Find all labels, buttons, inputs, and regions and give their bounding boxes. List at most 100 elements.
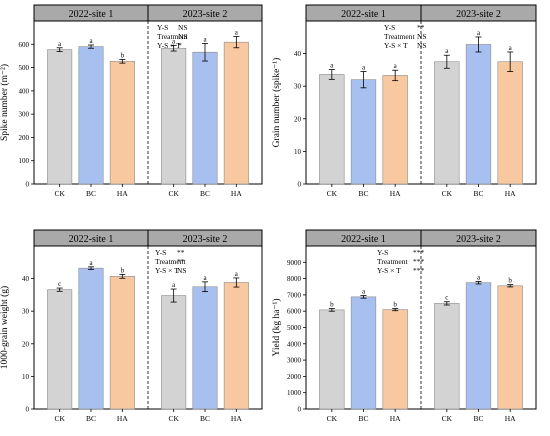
bar: [319, 74, 345, 185]
y-tick-label: 5000: [287, 324, 302, 332]
y-tick-label: 10: [294, 148, 302, 156]
anova-mark: ***: [413, 257, 425, 266]
x-tick-label: CK: [442, 414, 453, 423]
y-tick-label: 0: [298, 406, 302, 414]
y-axis-label: 1000-grain weight (g): [0, 286, 10, 369]
x-tick-label: BC: [358, 189, 368, 198]
chart-1: 0 100 200 300 400 500 600 Spike number (m⁻²) 202…: [0, 4, 263, 198]
significance-letter: c: [58, 280, 61, 288]
x-tick-label: CK: [168, 414, 179, 423]
bar: [47, 289, 73, 410]
chart-4: 0 1000 2000 3000 4000 5000 6000 7000 8000 9000 Yie…: [271, 229, 537, 423]
y-tick-label: 0: [26, 406, 30, 414]
significance-letter: a: [330, 62, 334, 70]
y-tick-label: 20: [294, 115, 302, 123]
x-tick-label: CK: [168, 189, 179, 198]
panel-header-label: 2023-site 2: [456, 234, 501, 245]
significance-letter: a: [203, 274, 207, 282]
anova-mark: NS: [417, 32, 427, 41]
anova-mark: ***: [413, 248, 425, 257]
x-tick-label: BC: [200, 189, 210, 198]
bar: [497, 285, 523, 410]
anova-factor: Y-S × T: [377, 266, 401, 275]
significance-letter: b: [393, 300, 397, 308]
x-tick-label: CK: [54, 189, 65, 198]
anova-factor: Y-S × T: [155, 266, 179, 275]
bar: [382, 309, 408, 410]
y-tick-label: 200: [19, 134, 30, 142]
y-tick-label: 8000: [287, 275, 302, 283]
bar: [47, 49, 73, 185]
significance-letter: a: [362, 288, 366, 296]
significance-letter: a: [477, 29, 481, 37]
bar: [109, 60, 135, 185]
anova-mark: NS: [417, 41, 427, 50]
significance-letter: a: [235, 270, 239, 278]
x-tick-label: CK: [442, 189, 453, 198]
y-tick-label: 400: [19, 87, 30, 95]
panel-header-label: 2022-site 1: [341, 234, 386, 245]
anova-mark: NS: [178, 23, 188, 32]
anova-mark: **: [177, 257, 185, 266]
x-tick-label: HA: [117, 414, 128, 423]
anova-mark: NS: [178, 32, 188, 41]
bar: [109, 276, 135, 410]
bar: [382, 75, 408, 185]
bar: [465, 282, 492, 410]
x-tick-label: HA: [117, 189, 128, 198]
y-tick-label: 4000: [287, 340, 302, 348]
y-axis-label: Yield (kg ha⁻¹): [271, 299, 282, 357]
panel-header-label: 2023-site 2: [183, 9, 228, 20]
x-tick-label: CK: [327, 189, 338, 198]
x-tick-label: CK: [327, 414, 338, 423]
y-tick-label: 600: [19, 41, 30, 49]
chart-2: 0 10 20 30 40 Grain number (spike⁻¹) 2022-site…: [271, 4, 537, 198]
y-tick-label: 40: [22, 275, 30, 283]
y-tick-label: 30: [294, 83, 302, 91]
bar: [465, 44, 492, 185]
anova-mark: *: [178, 41, 182, 50]
x-tick-label: BC: [473, 414, 483, 423]
bar: [497, 61, 523, 185]
x-tick-label: BC: [358, 414, 368, 423]
y-tick-label: 10: [22, 373, 30, 381]
x-tick-label: HA: [390, 189, 401, 198]
bar: [434, 61, 460, 185]
bar: [319, 309, 345, 410]
significance-letter: a: [509, 44, 513, 52]
anova-factor: Y-S: [377, 248, 388, 257]
x-tick-label: BC: [200, 414, 210, 423]
y-tick-label: 300: [19, 111, 30, 119]
chart-3: 0 10 20 30 40 1000-grain weight (g) 2022-site …: [0, 229, 263, 423]
x-tick-label: BC: [86, 414, 96, 423]
significance-letter: a: [172, 37, 176, 45]
significance-letter: b: [330, 301, 334, 309]
y-tick-label: 7000: [287, 291, 302, 299]
bar: [78, 46, 104, 185]
y-tick-label: 3000: [287, 357, 302, 365]
y-tick-label: 1000: [287, 389, 302, 397]
x-tick-label: CK: [54, 414, 65, 423]
bar: [161, 47, 187, 185]
y-tick-label: 40: [294, 50, 302, 58]
y-tick-label: 100: [19, 157, 30, 165]
bar: [223, 41, 249, 185]
anova-factor: Y-S × T: [384, 41, 408, 50]
bar: [350, 79, 377, 185]
y-tick-label: 500: [19, 64, 30, 72]
significance-letter: a: [235, 29, 239, 37]
bar: [78, 267, 104, 410]
panel-header-label: 2023-site 2: [183, 234, 228, 245]
y-axis-label: Grain number (spike⁻¹): [271, 58, 282, 148]
y-tick-label: 0: [26, 181, 30, 189]
x-tick-label: HA: [505, 414, 516, 423]
bar: [161, 295, 187, 410]
anova-factor: Y-S × T: [157, 41, 181, 50]
anova-factor: Y-S: [155, 248, 166, 257]
significance-letter: a: [477, 273, 481, 281]
significance-letter: a: [58, 40, 62, 48]
anova-mark: NS: [177, 266, 187, 275]
x-tick-label: HA: [231, 414, 242, 423]
anova-factor: Treatment: [157, 32, 188, 41]
